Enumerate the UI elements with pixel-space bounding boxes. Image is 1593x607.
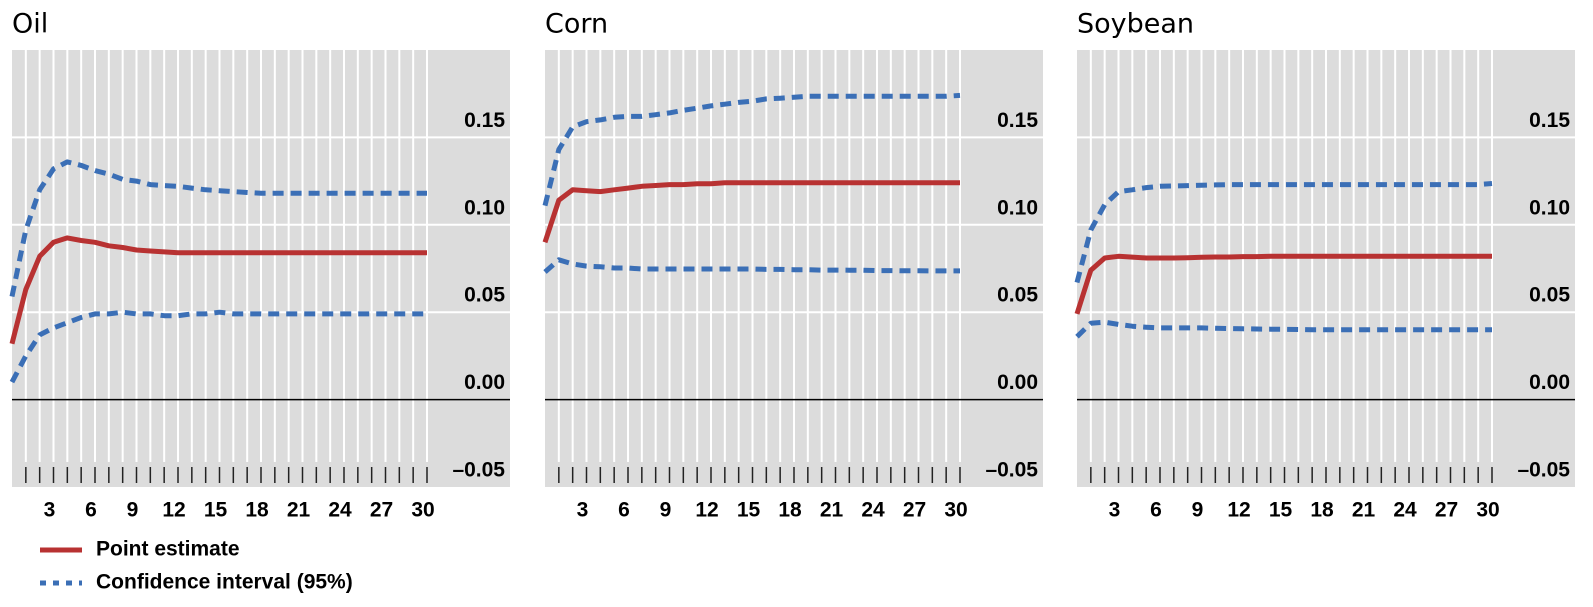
x-tick-label: 21 xyxy=(1352,499,1376,522)
ci-line xyxy=(1074,181,1493,284)
panel: Soybean –0.05 0.00 0.05 0.10 0.15 3 6 9 12 15 18 21 2… xyxy=(1074,9,1575,522)
panel-title: Oil xyxy=(12,9,48,40)
x-tick-label: 15 xyxy=(204,499,228,522)
x-tick-label: 18 xyxy=(245,499,269,522)
y-tick-label: 0.10 xyxy=(1529,196,1570,219)
x-tick-label: 15 xyxy=(1269,499,1293,522)
x-tick-label: 30 xyxy=(944,499,967,522)
ci-line xyxy=(9,309,427,384)
y-tick-label: 0.15 xyxy=(464,109,505,132)
x-tick-label: 21 xyxy=(287,499,311,522)
panel: Corn –0.05 0.00 0.05 0.10 0.15 3 6 9 12 15 18 21 24 27… xyxy=(542,9,1043,522)
y-tick-label: –0.05 xyxy=(1517,459,1570,482)
y-tick-label: 0.10 xyxy=(464,196,505,219)
x-tick-label: 6 xyxy=(85,499,97,522)
x-tick-label: 18 xyxy=(1310,499,1334,522)
y-tick-label: 0.00 xyxy=(464,371,505,394)
ci-line xyxy=(542,92,961,207)
panel: Oil –0.05 0.00 0.05 0.10 0.15 3 6 9 12 15 18 21 24 27 3… xyxy=(9,9,510,522)
x-tick-label: 18 xyxy=(778,499,802,522)
x-tick-label: 12 xyxy=(695,499,718,522)
x-tick-label: 30 xyxy=(1476,499,1499,522)
x-tick-label: 27 xyxy=(370,499,393,522)
x-tick-label: 6 xyxy=(1150,499,1162,522)
x-tick-label: 12 xyxy=(162,499,185,522)
x-tick-label: 27 xyxy=(1435,499,1458,522)
x-tick-label: 24 xyxy=(1393,499,1417,522)
ci-line xyxy=(1075,319,1492,339)
legend-label: Confidence interval (95%) xyxy=(96,571,353,594)
line xyxy=(1074,253,1492,315)
panel-title: Soybean xyxy=(1077,9,1194,40)
x-tick-label: 30 xyxy=(411,499,434,522)
y-tick-label: 0.05 xyxy=(464,284,505,307)
x-tick-label: 12 xyxy=(1227,499,1250,522)
ci-line xyxy=(9,159,427,298)
y-tick-label: 0.15 xyxy=(997,109,1038,132)
y-tick-label: 0.10 xyxy=(997,196,1038,219)
x-tick-label: 9 xyxy=(1192,499,1204,522)
line xyxy=(542,180,960,244)
x-tick-label: 27 xyxy=(903,499,926,522)
y-tick-label: –0.05 xyxy=(985,459,1038,482)
line xyxy=(9,235,427,345)
y-tick-label: 0.00 xyxy=(1529,371,1570,394)
x-tick-label: 15 xyxy=(737,499,761,522)
y-tick-label: 0.05 xyxy=(997,284,1038,307)
x-tick-label: 3 xyxy=(44,499,56,522)
ci-line xyxy=(543,257,960,274)
x-tick-label: 3 xyxy=(577,499,589,522)
x-tick-label: 24 xyxy=(328,499,352,522)
x-tick-label: 6 xyxy=(618,499,630,522)
y-tick-label: –0.05 xyxy=(452,459,505,482)
x-tick-label: 21 xyxy=(820,499,844,522)
panel-title: Corn xyxy=(545,9,608,40)
x-tick-label: 24 xyxy=(861,499,885,522)
x-tick-label: 9 xyxy=(127,499,139,522)
x-tick-label: 9 xyxy=(660,499,672,522)
legend-label: Point estimate xyxy=(96,538,240,561)
y-tick-label: 0.05 xyxy=(1529,284,1570,307)
x-tick-label: 3 xyxy=(1109,499,1121,522)
y-tick-label: 0.00 xyxy=(997,371,1038,394)
y-tick-label: 0.15 xyxy=(1529,109,1570,132)
